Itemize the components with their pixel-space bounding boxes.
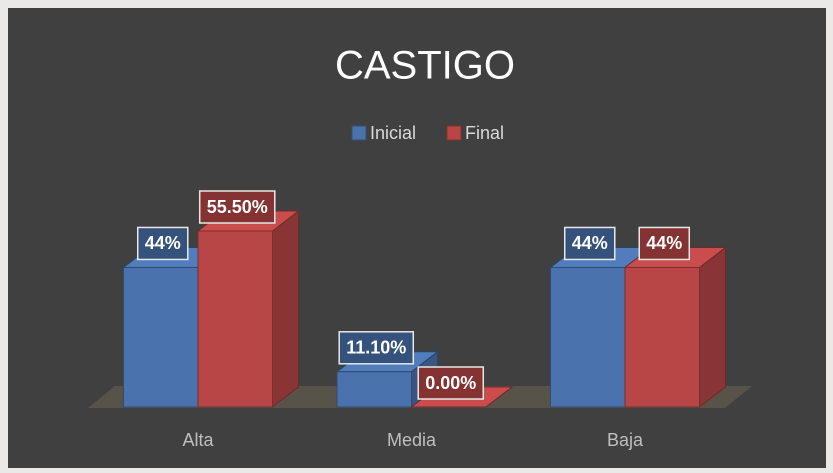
legend-label: Inicial [370, 123, 416, 143]
x-tick-label: Media [387, 430, 437, 450]
bar-side [272, 209, 299, 409]
bar [123, 266, 199, 408]
data-label-box [338, 331, 415, 365]
legend-swatch [446, 125, 462, 141]
data-label: 11.10% [346, 338, 406, 358]
data-label: 0.00% [425, 373, 476, 393]
bar [550, 266, 626, 408]
legend-label: Final [465, 123, 504, 143]
x-tick-label: Alta [182, 430, 214, 450]
data-label-box [638, 226, 691, 261]
legend-swatch [351, 125, 367, 141]
data-label: 55.50% [207, 197, 268, 217]
data-label: 44% [572, 233, 608, 253]
data-label-box [563, 226, 616, 261]
data-label-box [136, 226, 189, 261]
data-label: 44% [646, 233, 682, 253]
data-label-box [198, 190, 276, 224]
x-tick-label: Baja [607, 430, 644, 450]
bar-side [699, 246, 726, 409]
bar [336, 371, 412, 408]
bar [197, 230, 273, 408]
bar [624, 266, 700, 408]
data-label-box [417, 366, 485, 400]
data-label: 44% [145, 233, 181, 253]
chart-title: CASTIGO [335, 44, 515, 88]
